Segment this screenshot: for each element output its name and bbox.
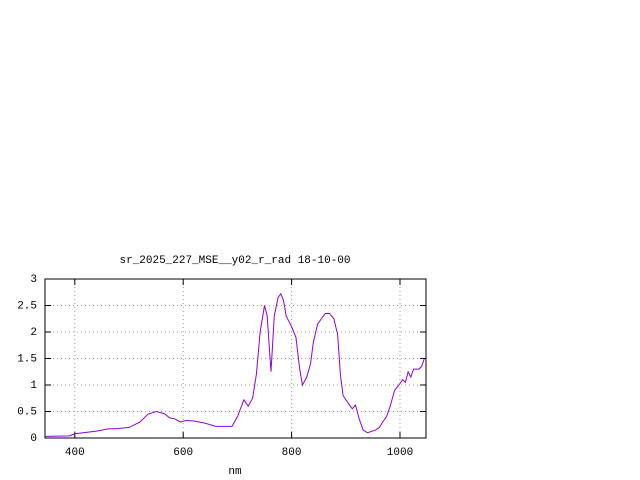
chart-title: sr_2025_227_MSE__y02_r_rad 18-10-00 (119, 255, 350, 267)
x-tick-label: 800 (282, 447, 302, 459)
x-tick-label: 400 (65, 447, 85, 459)
y-tick-label: 3 (30, 274, 37, 286)
y-tick-label: 0.5 (17, 406, 37, 418)
y-tick-label: 2.5 (17, 300, 37, 312)
y-tick-label: 1 (30, 380, 37, 392)
y-tick-label: 0 (30, 433, 37, 445)
y-tick-label: 1.5 (17, 353, 37, 365)
x-axis-label: nm (228, 466, 242, 478)
spectrum-line (44, 292, 425, 437)
x-tick-label: 600 (173, 447, 193, 459)
plot-border (44, 278, 427, 439)
y-tick-label: 2 (30, 327, 37, 339)
x-tick-label: 1000 (387, 447, 413, 459)
